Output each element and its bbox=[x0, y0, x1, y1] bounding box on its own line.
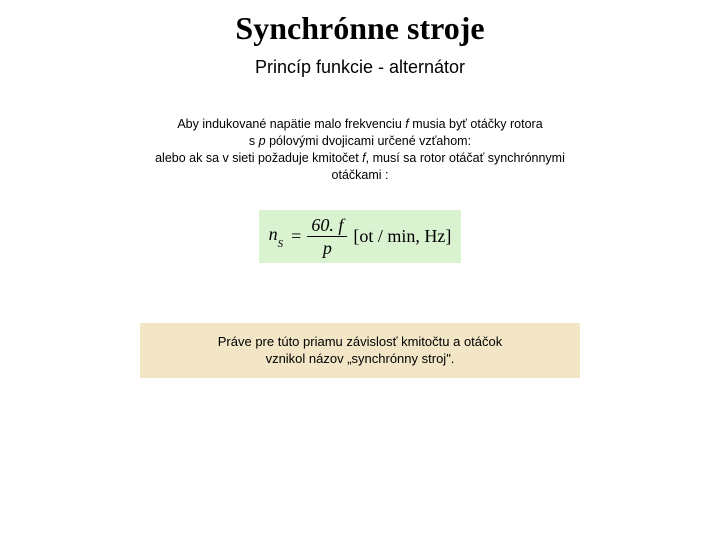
formula-bar bbox=[307, 236, 347, 237]
formula-box: nS = 60. f p [ot / min, Hz] bbox=[259, 210, 462, 263]
formula-denominator: p bbox=[319, 239, 336, 257]
body-line1-post: musia byť otáčky rotora bbox=[409, 117, 543, 131]
callout-line2: vznikol názov „synchrónny stroj". bbox=[266, 351, 455, 366]
callout-box: Práve pre túto priamu závislosť kmitočtu… bbox=[140, 323, 580, 378]
callout-line1: Práve pre túto priamu závislosť kmitočtu… bbox=[218, 334, 503, 349]
body-line2-pre: s bbox=[249, 134, 259, 148]
formula-eq: = bbox=[291, 226, 301, 247]
body-line4: otáčkami : bbox=[332, 168, 389, 182]
body-line2-p: p bbox=[259, 134, 266, 148]
formula-numerator: 60. f bbox=[307, 216, 347, 234]
body-line3-post: , musí sa rotor otáčať synchrónnymi bbox=[366, 151, 565, 165]
formula-lhs-sub: S bbox=[278, 238, 284, 250]
body-paragraph: Aby indukované napätie malo frekvenciu f… bbox=[80, 116, 640, 184]
body-line1-pre: Aby indukované napätie malo frekvenciu bbox=[177, 117, 405, 131]
formula-unit: [ot / min, Hz] bbox=[353, 226, 451, 247]
page-title: Synchrónne stroje bbox=[0, 0, 720, 47]
formula-lhs-var: n bbox=[269, 224, 278, 244]
body-line2-post: pólovými dvojicami určené vzťahom: bbox=[266, 134, 471, 148]
formula-container: nS = 60. f p [ot / min, Hz] bbox=[0, 210, 720, 263]
body-line3-pre: alebo ak sa v sieti požaduje kmitočet bbox=[155, 151, 362, 165]
slide: Synchrónne stroje Princíp funkcie - alte… bbox=[0, 0, 720, 540]
page-subtitle: Princíp funkcie - alternátor bbox=[0, 57, 720, 78]
formula-fraction: 60. f p bbox=[307, 216, 347, 257]
